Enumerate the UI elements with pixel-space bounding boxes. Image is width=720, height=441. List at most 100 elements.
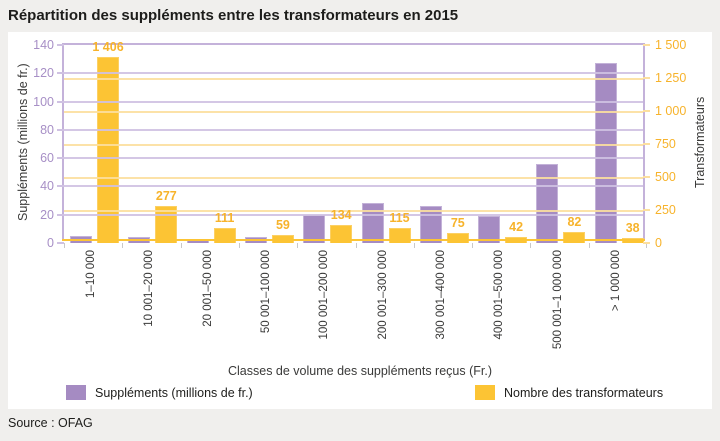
bar-value-label: 277: [155, 189, 177, 204]
x-axis-tick-label: 20 001–50 000: [201, 250, 214, 327]
bar-supplements: [419, 206, 442, 243]
bar-transformateurs: [621, 237, 644, 243]
source-text: Source : OFAG: [8, 416, 93, 430]
chart-panel: Suppléments (millions de fr.) Transforma…: [8, 32, 712, 409]
x-axis-tick-label: 1–10 000: [85, 250, 98, 298]
x-axis-tick-label: 300 001–400 000: [434, 250, 447, 340]
gridline-left-axis: [64, 72, 643, 75]
bar-transformateurs: [213, 228, 236, 243]
left-axis-tick-label: 0: [47, 236, 54, 250]
plot-area: 1 406 277 111 59 134 115 75 42 82 38 0 20 40 60 80 100 1…: [33, 38, 686, 349]
left-axis-tick-mark: [57, 213, 64, 216]
left-axis-tick-mark: [57, 157, 64, 160]
right-axis-tick-label: 1 000: [655, 104, 687, 118]
left-axis-tick-mark: [57, 242, 64, 244]
left-axis-tick-mark: [57, 128, 64, 131]
bar-transformateurs: [563, 232, 586, 243]
left-axis-tick-label: 140: [33, 38, 54, 52]
left-axis-tick-label: 60: [40, 151, 54, 166]
left-axis-tick-mark: [57, 185, 64, 188]
legend-label-transformateurs: Nombre des transformateurs: [504, 385, 664, 400]
x-axis-boundary-tick: [122, 243, 124, 248]
x-axis-tick-label: > 1 000 000: [609, 250, 622, 312]
bar-supplements: [361, 203, 384, 243]
chart-title: Répartition des suppléments entre les tr…: [8, 7, 459, 24]
right-axis-tick-mark: [643, 110, 650, 112]
bar-transformateurs: [155, 206, 178, 243]
bar-value-label: 115: [389, 210, 410, 225]
x-axis-tick-label: 10 001–20 000: [143, 250, 156, 327]
gridline-left-axis: [64, 100, 643, 103]
bar-value-label: 82: [567, 215, 582, 230]
left-axis-tick-mark: [57, 100, 64, 103]
bar-value-label: 75: [450, 216, 465, 231]
bar-transformateurs: [446, 233, 469, 243]
bar-supplements: [244, 237, 267, 243]
bar-value-label: 134: [330, 208, 352, 223]
bar-transformateurs: [97, 57, 119, 243]
x-axis-tick-label: 500 001–1 000 000: [551, 250, 564, 350]
legend: Suppléments (millions de fr.) Nombre des…: [8, 385, 712, 403]
left-axis-tick-label: 100: [33, 94, 54, 109]
legend-swatch-purple: [66, 385, 86, 400]
right-axis-tick-mark: [643, 176, 650, 178]
right-axis-tick-mark: [643, 77, 650, 79]
x-axis-tick-label: 50 001–100 000: [260, 250, 273, 334]
x-axis-boundary-tick: [588, 243, 590, 248]
gridline-right-axis: [64, 111, 643, 113]
gridline-left-axis: [64, 128, 643, 131]
right-axis-tick-mark: [643, 44, 650, 46]
x-axis-boundary-tick: [180, 243, 182, 248]
right-axis-tick-mark: [643, 242, 650, 244]
x-axis-tick-label: 100 001–200 000: [318, 250, 331, 340]
left-axis-tick-label: 40: [40, 179, 54, 194]
x-axis-title: Classes de volume des suppléments reçus …: [228, 364, 492, 378]
bar-value-label: 111: [214, 211, 235, 226]
x-axis-boundary-tick: [646, 243, 647, 248]
legend-label-supplements: Suppléments (millions de fr.): [95, 385, 253, 400]
right-axis-tick-label: 1 500: [655, 38, 687, 52]
right-axis-title: Transformateurs: [693, 96, 707, 188]
right-axis-tick-label: 250: [655, 203, 676, 217]
right-axis-tick-label: 500: [655, 170, 676, 184]
bar-supplements: [70, 235, 92, 243]
left-axis-tick-label: 20: [40, 207, 54, 222]
bar-supplements: [186, 238, 209, 243]
bar-supplements: [594, 63, 617, 243]
x-axis-tick-label: 400 001–500 000: [493, 250, 506, 340]
x-axis-boundary-tick: [472, 243, 474, 248]
left-axis-title: Suppléments (millions de fr.): [16, 63, 30, 221]
right-axis-tick-label: 0: [655, 236, 662, 250]
left-axis-tick-mark: [57, 72, 64, 75]
right-axis-tick-label: 750: [655, 137, 676, 151]
bar-supplements: [303, 214, 326, 243]
bar-value-label: 1 406: [92, 40, 124, 55]
bar-value-label: 59: [275, 218, 290, 233]
legend-item-supplements: Suppléments (millions de fr.): [66, 385, 253, 400]
x-axis-boundary-tick: [64, 243, 65, 248]
left-axis-tick-label: 80: [40, 122, 54, 137]
bar-transformateurs: [330, 225, 353, 243]
x-axis-boundary-tick: [530, 243, 532, 248]
bar-transformateurs: [388, 227, 411, 243]
x-axis-tick-label: 200 001–300 000: [376, 250, 389, 340]
x-axis-boundary-tick: [413, 243, 415, 248]
right-axis-tick-mark: [643, 143, 650, 145]
bar-supplements: [128, 237, 151, 243]
x-axis-boundary-tick: [238, 243, 240, 248]
gridline-right-axis: [64, 144, 643, 146]
legend-swatch-yellow: [475, 385, 495, 400]
right-axis-tick-mark: [643, 209, 650, 211]
left-axis-tick-mark: [57, 44, 64, 46]
bar-value-label: 38: [625, 220, 640, 235]
gridline-left-axis: [64, 157, 643, 160]
legend-item-transformateurs: Nombre des transformateurs: [475, 385, 663, 400]
x-axis-boundary-tick: [355, 243, 357, 248]
bar-supplements: [536, 163, 559, 243]
x-axis-boundary-tick: [297, 243, 299, 248]
bar-transformateurs: [505, 237, 528, 243]
right-axis-tick-label: 1 250: [655, 71, 687, 85]
gridline-right-axis: [64, 78, 643, 80]
bar-value-label: 42: [509, 220, 524, 235]
bar-transformateurs: [271, 235, 294, 243]
